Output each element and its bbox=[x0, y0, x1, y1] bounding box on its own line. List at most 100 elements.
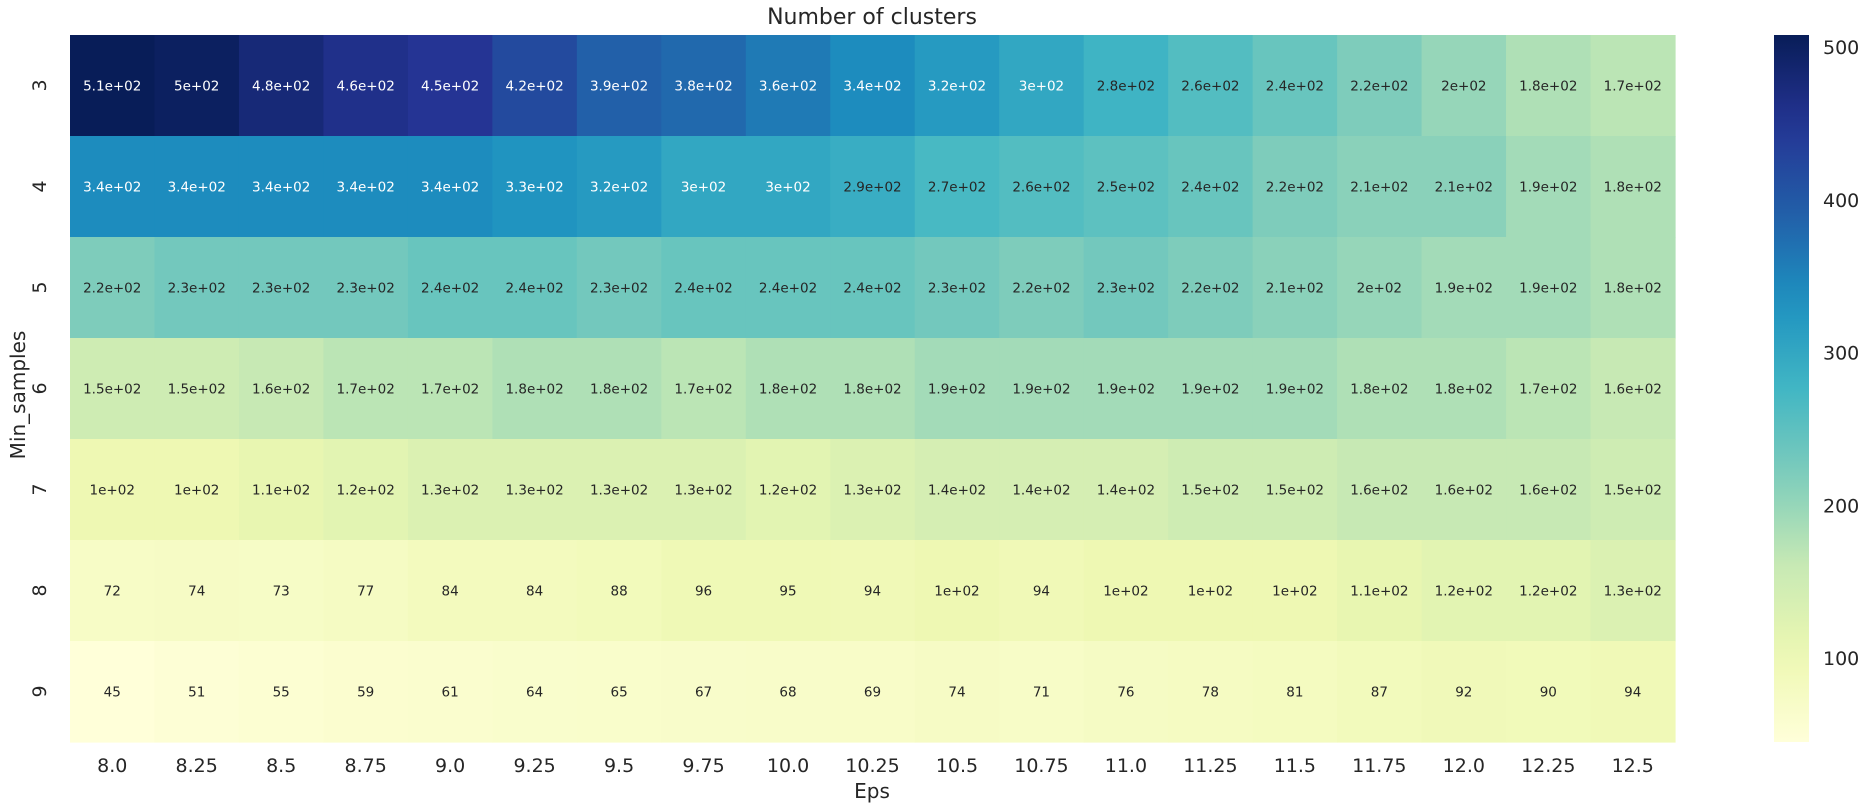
heatmap-cell bbox=[830, 641, 916, 743]
x-tick-label: 11.0 bbox=[1105, 755, 1147, 777]
heatmap-cell bbox=[323, 35, 409, 137]
heatmap-cell bbox=[407, 35, 493, 137]
heatmap-cell bbox=[745, 641, 831, 743]
cell-annotation: 3e+02 bbox=[681, 180, 726, 196]
y-axis-label: Min_samples bbox=[6, 331, 30, 460]
heatmap-cell bbox=[576, 439, 662, 541]
heatmap-cell bbox=[1590, 338, 1676, 440]
colorbar-tick-label: 300 bbox=[1823, 343, 1859, 365]
cell-annotation: 1.9e+02 bbox=[1519, 281, 1577, 297]
heatmap-cell bbox=[70, 338, 156, 440]
cell-annotation: 1.4e+02 bbox=[1012, 483, 1070, 499]
cell-annotation: 2.3e+02 bbox=[590, 281, 648, 297]
heatmap-cell bbox=[70, 35, 156, 137]
cell-annotation: 3.3e+02 bbox=[505, 180, 563, 196]
heatmap-cell bbox=[1421, 338, 1507, 440]
cell-annotation: 64 bbox=[526, 685, 543, 701]
heatmap-cell bbox=[1168, 237, 1254, 339]
y-tick-label: 8 bbox=[29, 584, 51, 596]
heatmap-cell bbox=[914, 136, 1000, 238]
heatmap-cell bbox=[492, 237, 578, 339]
heatmap-cell bbox=[1252, 136, 1338, 238]
heatmap-cell bbox=[1506, 35, 1592, 137]
cell-annotation: 1.8e+02 bbox=[1519, 79, 1577, 95]
cell-annotation: 3.6e+02 bbox=[759, 79, 817, 95]
heatmap-cell bbox=[407, 641, 493, 743]
heatmap-cell bbox=[914, 540, 1000, 642]
cell-annotation: 3.4e+02 bbox=[421, 180, 479, 196]
cell-annotation: 1.6e+02 bbox=[1604, 382, 1662, 398]
x-tick-label: 9.0 bbox=[435, 755, 465, 777]
heatmap-cell bbox=[1252, 237, 1338, 339]
heatmap-cell bbox=[999, 338, 1085, 440]
heatmap-cell bbox=[1590, 35, 1676, 137]
heatmap-cell bbox=[1506, 237, 1592, 339]
cell-annotation: 2.5e+02 bbox=[1097, 180, 1155, 196]
cell-annotation: 1.7e+02 bbox=[337, 382, 395, 398]
cell-annotation: 1.3e+02 bbox=[421, 483, 479, 499]
heatmap-cell bbox=[1590, 641, 1676, 743]
heatmap-cell bbox=[661, 439, 747, 541]
cell-annotation: 5.1e+02 bbox=[83, 79, 141, 95]
heatmap-cell bbox=[1506, 439, 1592, 541]
x-tick-label: 10.0 bbox=[767, 755, 809, 777]
cell-annotation: 1.6e+02 bbox=[1519, 483, 1577, 499]
cell-annotation: 71 bbox=[1033, 685, 1050, 701]
heatmap-cell bbox=[1506, 338, 1592, 440]
cell-annotation: 1.5e+02 bbox=[1266, 483, 1324, 499]
cell-annotation: 1.2e+02 bbox=[759, 483, 817, 499]
heatmap-cell bbox=[745, 540, 831, 642]
cell-annotation: 92 bbox=[1455, 685, 1472, 701]
y-tick-label: 7 bbox=[29, 483, 51, 495]
heatmap-cell bbox=[914, 641, 1000, 743]
heatmap-cell bbox=[1506, 641, 1592, 743]
heatmap-cell bbox=[492, 35, 578, 137]
heatmap-cell bbox=[70, 237, 156, 339]
cell-annotation: 2.6e+02 bbox=[1012, 180, 1070, 196]
heatmap-cell bbox=[999, 439, 1085, 541]
cell-annotation: 2.4e+02 bbox=[759, 281, 817, 297]
cell-annotation: 72 bbox=[104, 584, 121, 600]
cell-annotation: 73 bbox=[273, 584, 290, 600]
heatmap-cell bbox=[492, 439, 578, 541]
cell-annotation: 1.9e+02 bbox=[1181, 382, 1239, 398]
heatmap-cell bbox=[661, 641, 747, 743]
heatmap-cell bbox=[154, 439, 240, 541]
heatmap-cell bbox=[1252, 439, 1338, 541]
heatmap-cell bbox=[830, 237, 916, 339]
heatmap-cell bbox=[914, 338, 1000, 440]
heatmap-cell bbox=[1337, 540, 1423, 642]
heatmap-cell bbox=[1590, 136, 1676, 238]
cell-annotation: 88 bbox=[610, 584, 627, 600]
cell-annotation: 1.1e+02 bbox=[252, 483, 310, 499]
heatmap-cell bbox=[576, 237, 662, 339]
cell-annotation: 94 bbox=[1033, 584, 1050, 600]
heatmap-cell bbox=[1168, 540, 1254, 642]
cell-annotation: 1.9e+02 bbox=[1097, 382, 1155, 398]
heatmap-cell bbox=[1252, 35, 1338, 137]
heatmap-cell bbox=[1421, 540, 1507, 642]
heatmap-cell bbox=[661, 338, 747, 440]
y-tick-labels: 3 4 5 6 7 8 9 bbox=[29, 79, 51, 697]
cell-annotation: 84 bbox=[526, 584, 543, 600]
colorbar-tick-label: 100 bbox=[1823, 648, 1859, 670]
heatmap-cell bbox=[492, 540, 578, 642]
cell-annotation: 1.8e+02 bbox=[1435, 382, 1493, 398]
cell-annotation: 1.1e+02 bbox=[1350, 584, 1408, 600]
cell-annotation: 2.6e+02 bbox=[1181, 79, 1239, 95]
heatmap-cell bbox=[1083, 35, 1169, 137]
heatmap-cell bbox=[238, 338, 325, 440]
cell-annotation: 3.2e+02 bbox=[928, 79, 986, 95]
heatmap-cell bbox=[323, 338, 409, 440]
cell-annotation: 1.2e+02 bbox=[1519, 584, 1577, 600]
cell-annotation: 5e+02 bbox=[174, 79, 219, 95]
cell-annotation: 69 bbox=[864, 685, 881, 701]
y-tick-label: 3 bbox=[29, 79, 51, 91]
cell-annotation: 1.5e+02 bbox=[1181, 483, 1239, 499]
cell-annotation: 1.7e+02 bbox=[674, 382, 732, 398]
cell-annotation: 1.3e+02 bbox=[1604, 584, 1662, 600]
y-tick-label: 6 bbox=[29, 382, 51, 394]
cell-annotation: 59 bbox=[357, 685, 374, 701]
cell-annotation: 94 bbox=[864, 584, 881, 600]
cell-annotation: 3.4e+02 bbox=[843, 79, 901, 95]
